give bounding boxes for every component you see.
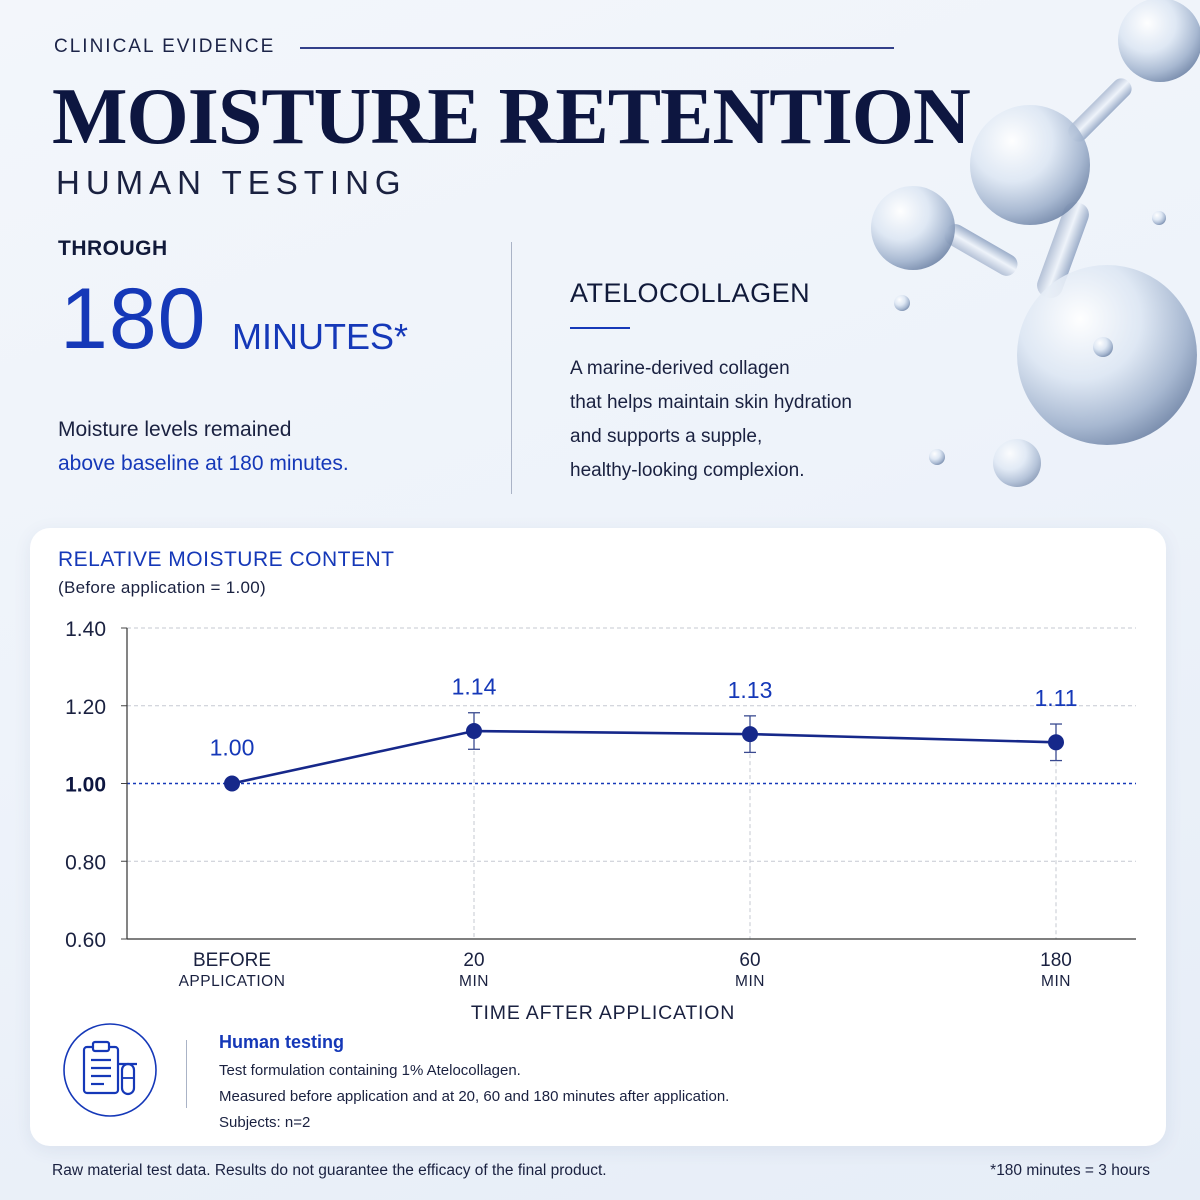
info-line: Measured before application and at 20, 6… (219, 1088, 730, 1105)
page-subtitle: HUMAN TESTING (56, 164, 407, 201)
highlight-label: THROUGH (58, 237, 168, 260)
ingredient-underline (570, 327, 630, 329)
page-title: MOISTURE RETENTION (52, 73, 971, 161)
kicker-divider (300, 47, 894, 49)
footer-note: *180 minutes = 3 hours (990, 1162, 1150, 1179)
kicker: CLINICAL EVIDENCE (54, 36, 276, 57)
chart-card (30, 528, 1166, 1146)
chart-subtitle: (Before application = 1.00) (58, 578, 266, 597)
highlight-text-line1: Moisture levels remained (58, 418, 292, 441)
ingredient-description-line: and supports a supple, (570, 426, 763, 447)
ingredient-description-line: that helps maintain skin hydration (570, 392, 852, 413)
info-line: Test formulation containing 1% Atelocoll… (219, 1062, 521, 1079)
highlight-unit: MINUTES* (232, 316, 409, 357)
chart-title: RELATIVE MOISTURE CONTENT (58, 548, 395, 571)
molecule-illustration (871, 0, 1200, 487)
clipboard-test-tube-icon (63, 1023, 157, 1117)
ingredient-description-line: A marine-derived collagen (570, 358, 790, 379)
footer-disclaimer: Raw material test data. Results do not g… (52, 1162, 607, 1179)
highlight-number: 180 (60, 271, 207, 367)
section-divider (511, 242, 512, 494)
ingredient-name: ATELOCOLLAGEN (570, 278, 811, 308)
info-divider (186, 1040, 187, 1108)
info-title: Human testing (219, 1032, 345, 1052)
highlight-text-line2: above baseline at 180 minutes. (58, 452, 349, 475)
info-line: Subjects: n=2 (219, 1114, 311, 1131)
ingredient-description-line: healthy-looking complexion. (570, 460, 805, 481)
ingredient-description: A marine-derived collagen that helps mai… (570, 352, 852, 488)
kicker-row: CLINICAL EVIDENCE (54, 36, 894, 60)
